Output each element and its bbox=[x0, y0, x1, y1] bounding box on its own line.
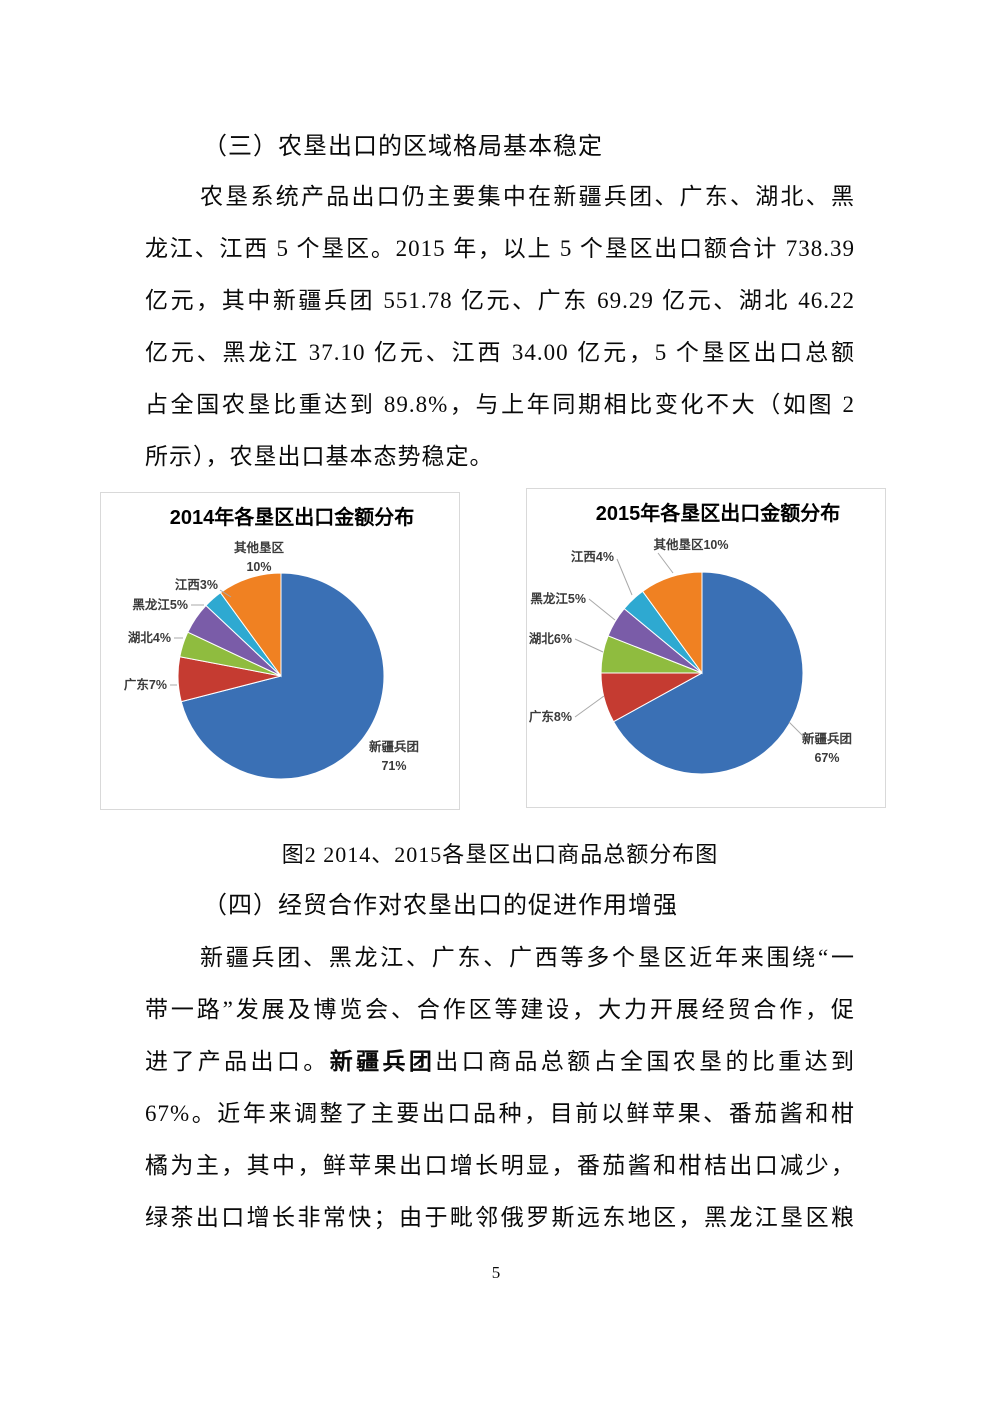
pie-slice-label: 67% bbox=[814, 751, 839, 765]
pie-slice-5 bbox=[219, 572, 282, 678]
pie-chart-2014-title: 2014年各垦区出口金额分布 bbox=[169, 507, 415, 529]
pie-slice-5 bbox=[641, 571, 703, 675]
section-3-paragraph: 农垦系统产品出口仍主要集中在新疆兵团、广东、湖北、黑龙江、江西 5 个垦区。20… bbox=[145, 171, 855, 483]
label-leader-line bbox=[788, 721, 804, 737]
text-segment: 绿茶出口增长非常快；由于毗邻俄罗斯远东地区，黑龙江垦区粮 bbox=[145, 1205, 855, 1230]
text-line: 亿元，其中新疆兵团 551.78 亿元、广东 69.29 亿元、湖北 46.22 bbox=[145, 275, 855, 327]
pie-chart-2015-title: 2015年各垦区出口金额分布 bbox=[595, 503, 841, 525]
text-line: 橘为主，其中，鲜苹果出口增长明显，番茄酱和柑桔出口减少， bbox=[145, 1140, 855, 1192]
text-line: 龙江、江西 5 个垦区。2015 年，以上 5 个垦区出口额合计 738.39 bbox=[145, 223, 855, 275]
pie-slice-label: 江西4% bbox=[571, 549, 614, 564]
text-line: 所示），农垦出口基本态势稳定。 bbox=[145, 431, 855, 483]
page-number: 5 bbox=[491, 1263, 501, 1282]
text-segment: 所示），农垦出口基本态势稳定。 bbox=[145, 444, 494, 469]
text-segment: 新疆兵团、黑龙江、广东、广西等多个垦区近年来围绕“一 bbox=[200, 945, 855, 970]
pie-chart-2014-canvas: 新疆兵团 71% 广东7% 湖北4% 黑龙江5% 江西3% 其他垦区 10% bbox=[124, 540, 419, 780]
bold-text: 新疆兵团 bbox=[329, 1049, 436, 1074]
text-line: 进了产品出口。新疆兵团出口商品总额占全国农垦的比重达到 bbox=[145, 1036, 855, 1088]
pie-slice-0 bbox=[180, 572, 385, 780]
text-segment: 亿元、黑龙江 37.10 亿元、江西 34.00 亿元，5 个垦区出口总额 bbox=[145, 340, 855, 365]
label-leader-line bbox=[657, 552, 674, 574]
pie-slice-label: 江西3% bbox=[175, 577, 218, 592]
text-line: 带一路”发展及博览会、合作区等建设，大力开展经贸合作，促 bbox=[145, 984, 855, 1036]
section-3-heading: （三）农垦出口的区域格局基本稳定 bbox=[203, 134, 603, 160]
text-line: 新疆兵团、黑龙江、广东、广西等多个垦区近年来围绕“一 bbox=[145, 932, 855, 984]
pie-slice-label: 其他垦区10% bbox=[653, 537, 728, 552]
pie-slice-label: 其他垦区 bbox=[234, 540, 285, 555]
pie-chart-2015: 2015年各垦区出口金额分布 新疆兵团 67% 广东8% 湖北6% 黑龙江5% 江西4% 其… bbox=[526, 488, 886, 808]
text-segment: 农垦系统产品出口仍主要集中在新疆兵团、广东、湖北、黑 bbox=[200, 184, 855, 209]
pie-slice-label: 新疆兵团 bbox=[802, 731, 852, 746]
label-leader-line bbox=[219, 589, 232, 598]
pie-chart-2014: 2014年各垦区出口金额分布 新疆兵团 71% 广东7% 湖北4% 黑龙江5% 江西3% 其… bbox=[100, 492, 460, 810]
text-segment: 带一路”发展及博览会、合作区等建设，大力开展经贸合作，促 bbox=[145, 997, 855, 1022]
text-line: 亿元、黑龙江 37.10 亿元、江西 34.00 亿元，5 个垦区出口总额 bbox=[145, 327, 855, 379]
pie-slice-label: 黑龙江5% bbox=[132, 597, 188, 612]
pie-slice-label: 黑龙江5% bbox=[530, 591, 586, 606]
label-leader-line bbox=[574, 638, 604, 653]
pie-slice-label: 湖北4% bbox=[128, 630, 171, 645]
pie-chart-2015-canvas: 新疆兵团 67% 广东8% 湖北6% 黑龙江5% 江西4% 其他垦区10% bbox=[529, 537, 852, 775]
text-segment: 亿元，其中新疆兵团 551.78 亿元、广东 69.29 亿元、湖北 46.22 bbox=[145, 288, 855, 313]
section-4-heading: （四）经贸合作对农垦出口的促进作用增强 bbox=[203, 893, 678, 919]
text-segment: 龙江、江西 5 个垦区。2015 年，以上 5 个垦区出口额合计 738.39 bbox=[145, 236, 855, 261]
text-line: 农垦系统产品出口仍主要集中在新疆兵团、广东、湖北、黑 bbox=[145, 171, 855, 223]
label-leader-line bbox=[616, 558, 633, 596]
text-line: 67%。近年来调整了主要出口品种，目前以鲜苹果、番茄酱和柑 bbox=[145, 1088, 855, 1140]
text-line: 占全国农垦比重达到 89.8%，与上年同期相比变化不大（如图 2 bbox=[145, 379, 855, 431]
pie-slice-label: 湖北6% bbox=[529, 631, 572, 646]
label-leader-line bbox=[588, 598, 616, 621]
pie-slice-label: 广东8% bbox=[529, 709, 572, 724]
pie-slice-label: 71% bbox=[381, 759, 406, 773]
text-segment: 占全国农垦比重达到 89.8%，与上年同期相比变化不大（如图 2 bbox=[145, 392, 855, 417]
pie-slice-label: 10% bbox=[246, 560, 271, 574]
text-segment: 橘为主，其中，鲜苹果出口增长明显，番茄酱和柑桔出口减少， bbox=[145, 1153, 855, 1178]
label-leader-line bbox=[574, 695, 605, 718]
pie-slice-label: 广东7% bbox=[124, 677, 167, 692]
text-segment: 进了产品出口。 bbox=[145, 1049, 330, 1074]
pie-slice-0 bbox=[612, 571, 804, 775]
text-segment: 出口商品总额占全国农垦的比重达到 bbox=[435, 1049, 856, 1074]
figure-caption: 图2 2014、2015各垦区出口商品总额分布图 bbox=[281, 842, 719, 867]
text-line: 绿茶出口增长非常快；由于毗邻俄罗斯远东地区，黑龙江垦区粮 bbox=[145, 1192, 855, 1244]
text-segment: 67%。近年来调整了主要出口品种，目前以鲜苹果、番茄酱和柑 bbox=[145, 1101, 855, 1126]
section-4-paragraph: 新疆兵团、黑龙江、广东、广西等多个垦区近年来围绕“一带一路”发展及博览会、合作区… bbox=[145, 932, 855, 1244]
pie-slice-label: 新疆兵团 bbox=[369, 739, 419, 754]
